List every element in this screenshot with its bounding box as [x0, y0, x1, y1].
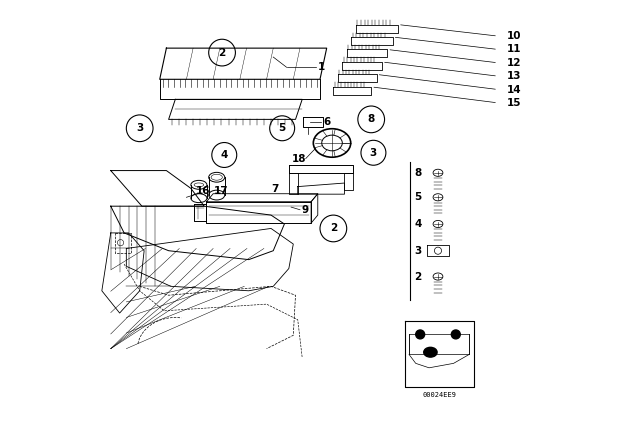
- Text: 8: 8: [414, 168, 422, 178]
- Text: 5: 5: [414, 192, 422, 202]
- Text: 2: 2: [218, 47, 226, 58]
- Text: 17: 17: [214, 185, 228, 196]
- Text: 1: 1: [317, 62, 325, 72]
- Text: 3: 3: [414, 246, 422, 256]
- Text: 5: 5: [278, 123, 286, 133]
- Text: 3: 3: [136, 123, 143, 133]
- Text: 9: 9: [301, 205, 309, 215]
- Text: 4: 4: [221, 150, 228, 160]
- Text: 4: 4: [414, 219, 422, 229]
- Circle shape: [416, 330, 424, 339]
- Text: 11: 11: [507, 44, 522, 55]
- Text: 15: 15: [507, 98, 522, 108]
- Text: 12: 12: [507, 58, 522, 68]
- Text: 8: 8: [367, 114, 375, 125]
- Ellipse shape: [424, 347, 437, 357]
- Text: 13: 13: [507, 71, 522, 81]
- Text: 6: 6: [323, 116, 330, 127]
- Text: 2: 2: [414, 271, 422, 281]
- Text: 7: 7: [271, 184, 278, 194]
- Circle shape: [451, 330, 460, 339]
- Text: 00024EE9: 00024EE9: [422, 392, 456, 398]
- Text: 3: 3: [370, 148, 377, 158]
- Text: 2: 2: [330, 224, 337, 233]
- Text: 10: 10: [507, 31, 522, 41]
- Text: 14: 14: [507, 85, 522, 95]
- Text: 18: 18: [292, 155, 307, 164]
- Text: 16: 16: [196, 185, 211, 196]
